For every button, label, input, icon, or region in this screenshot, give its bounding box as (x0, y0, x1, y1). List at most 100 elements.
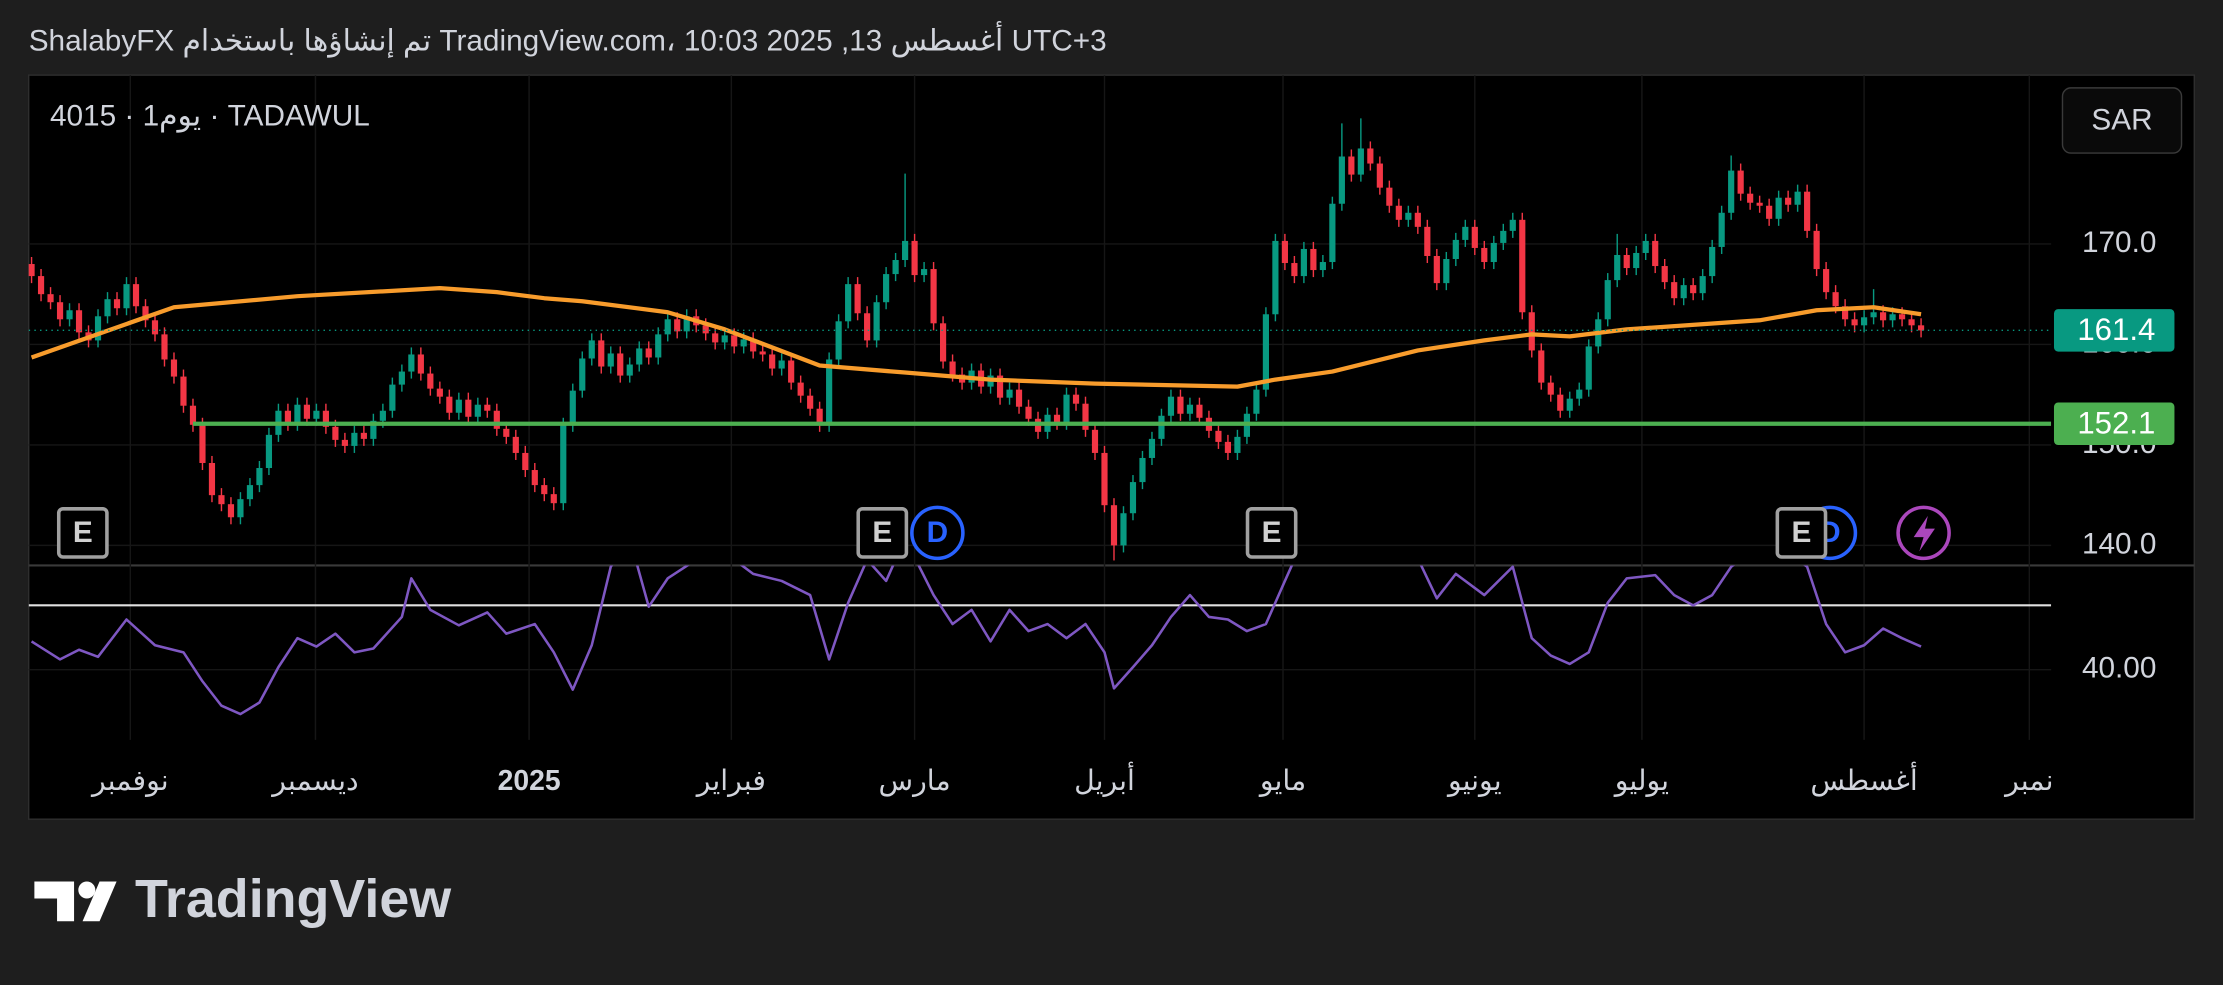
candle-body (94, 316, 102, 341)
candle-body (237, 499, 244, 518)
candle-body (1481, 247, 1488, 263)
candle-body (474, 404, 481, 417)
candle-body (322, 410, 329, 427)
candle-body (113, 299, 121, 309)
candle-body (664, 319, 671, 335)
candle-body (541, 485, 548, 495)
candle-body (1823, 269, 1830, 293)
candle-body (930, 269, 937, 324)
candle-body (1642, 240, 1649, 253)
candle-body (1291, 263, 1298, 277)
candle-body (1310, 248, 1317, 271)
candle-body (436, 388, 443, 397)
candle-body (911, 240, 918, 276)
candle-body (1690, 285, 1697, 294)
candle-body (1110, 505, 1118, 546)
candle-body (939, 323, 947, 362)
candle-body (1671, 282, 1678, 299)
candle-body (1728, 170, 1735, 213)
candle-body (1452, 239, 1459, 260)
candle-body (1614, 254, 1621, 281)
x-tick-label: أبريل (1074, 761, 1135, 797)
x-tick-label: مارس (879, 765, 951, 797)
candle-body (1718, 212, 1725, 247)
candle-body (864, 313, 871, 341)
candle-body (883, 274, 890, 303)
currency-button[interactable] (2061, 87, 2183, 154)
y-tick-label: 170.0 (2082, 226, 2156, 259)
candle-body (503, 428, 510, 437)
candle-body (37, 276, 45, 295)
brand-name: TradingView (135, 869, 451, 929)
lightning-bolt (1913, 515, 1935, 552)
candle-body (1395, 205, 1402, 220)
candle-body (1224, 441, 1232, 453)
candle-body (996, 375, 1004, 398)
candle-body (674, 319, 681, 332)
candle-body (1082, 403, 1089, 430)
candle-body (1167, 396, 1175, 416)
candle-body (1756, 202, 1763, 206)
x-tick-label: 2025 (498, 765, 561, 797)
candle-body (1272, 240, 1279, 315)
candle-body (1547, 382, 1554, 395)
candle-body (1633, 252, 1640, 269)
candle-body (854, 284, 861, 314)
candle-body (1319, 262, 1326, 271)
candle-body (702, 325, 709, 334)
candle-body (522, 452, 529, 471)
candle-body (598, 340, 605, 367)
x-tick-label: مايو (1258, 765, 1306, 797)
candle-body (1357, 148, 1364, 175)
candle-body (550, 494, 557, 504)
candle-body (1652, 240, 1659, 267)
candle-body (1120, 513, 1127, 546)
candle-body (123, 284, 130, 309)
candle-body (1509, 219, 1516, 231)
dividend-label: D (927, 516, 949, 549)
candle-body (1557, 394, 1564, 411)
earnings-badge[interactable] (856, 507, 909, 559)
candle-body (845, 284, 852, 322)
candle-body (1025, 406, 1032, 419)
x-tick-label: ديسمبر (270, 765, 358, 797)
last-price-label: 161.4 (2077, 312, 2155, 347)
earnings-badge[interactable] (1775, 507, 1828, 559)
candle-body (512, 436, 519, 453)
candle-body (1367, 148, 1374, 164)
logo-dot (78, 881, 96, 899)
candle-body (313, 410, 320, 419)
candle-body (902, 240, 909, 261)
candle-body (588, 340, 595, 359)
candle-body (1462, 226, 1469, 240)
candle-body (835, 321, 842, 360)
candle-body (493, 410, 500, 429)
currency-label[interactable]: SAR (2091, 104, 2152, 137)
candle-body (921, 269, 928, 276)
candle-body (379, 410, 386, 421)
rsi-tick-label: 40.00 (2082, 652, 2156, 685)
candle-body (816, 408, 823, 425)
earnings-badge[interactable] (56, 507, 109, 559)
candle-body (1879, 312, 1887, 321)
candle-body (1443, 259, 1450, 284)
candle-body (636, 348, 643, 365)
candle-body (227, 504, 235, 518)
candle-body (626, 364, 633, 376)
x-tick-label: نمبر (2003, 765, 2053, 797)
candle-body (1917, 325, 1925, 331)
candle-body (1348, 156, 1355, 175)
dividend-badge[interactable] (910, 505, 965, 561)
x-tick-label: نوفمبر (90, 765, 169, 797)
earnings-badge[interactable] (1245, 507, 1298, 559)
candle-body (807, 395, 814, 409)
candle-body (1186, 404, 1194, 414)
rsi-line (30, 565, 1922, 716)
candle-body (180, 376, 187, 406)
candle-body (1851, 319, 1858, 326)
candle-body (1832, 292, 1839, 307)
candle-body (389, 384, 396, 411)
candle-body (332, 426, 339, 440)
candle-body (1889, 314, 1896, 321)
candle-body (417, 354, 424, 374)
